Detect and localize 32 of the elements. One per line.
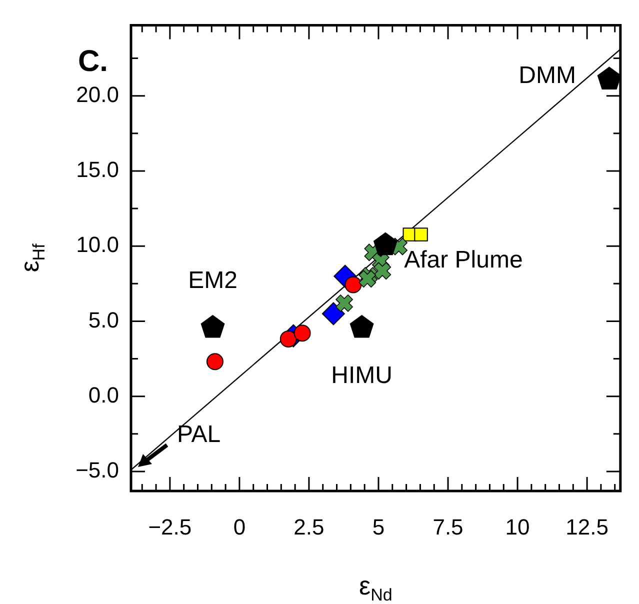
point (358, 270, 376, 288)
x-tick-label: 12.5 (566, 514, 608, 540)
x-tick-label: −2.5 (148, 514, 192, 540)
y-tick-label: −5.0 (76, 458, 119, 483)
y-tick-label: 20.0 (76, 82, 119, 107)
x-tick-label: 2.5 (294, 514, 324, 540)
point (280, 330, 297, 348)
x-tick-label: 10 (505, 514, 530, 540)
point (206, 353, 224, 370)
text: C. (78, 45, 108, 80)
point (336, 294, 353, 312)
x-tick-label: 5 (372, 514, 385, 540)
x-tick-label: 7.5 (432, 514, 464, 540)
point (597, 66, 622, 90)
y-tick-label: 5.0 (88, 307, 119, 332)
point (414, 228, 428, 242)
annotation: EM2 (188, 267, 238, 294)
annotation: PAL (177, 421, 221, 449)
point (294, 324, 311, 342)
annotation: HIMU (331, 362, 392, 390)
annotation: DMM (518, 62, 576, 89)
point (374, 262, 392, 280)
x-axis-title: ε$_{Nd}$ (359, 570, 392, 604)
y-tick-label: 10.0 (76, 232, 119, 258)
annotation: Afar Plume (404, 246, 523, 274)
y-tick-label: 0.0 (88, 382, 119, 408)
x-tick-label: 0 (233, 514, 246, 540)
point (350, 315, 374, 338)
point (374, 232, 398, 256)
point (322, 302, 345, 326)
y-tick-label: 15.0 (76, 157, 119, 182)
point (200, 315, 225, 338)
